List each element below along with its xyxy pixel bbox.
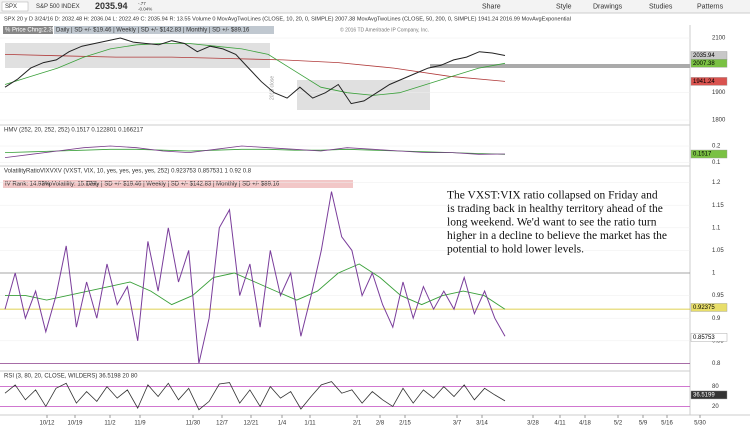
x-tick-label: 3/7 [453, 421, 462, 427]
vertical-note: 2015 close [269, 76, 275, 100]
series-line [4, 43, 506, 96]
toolbar [0, 0, 750, 13]
value-box [690, 59, 728, 68]
toolbar-button[interactable]: Share [482, 3, 501, 10]
y-tick-label: 0.1 [712, 160, 721, 166]
x-tick-label: 12/21 [243, 421, 259, 427]
symbol[interactable]: SPX [5, 4, 17, 10]
value-box-label: 0.85753 [693, 335, 715, 341]
series-line [4, 148, 506, 155]
x-tick-label: 11/30 [186, 421, 201, 427]
y-tick-label: 2100 [712, 36, 726, 42]
toolbar-button[interactable]: Patterns [697, 3, 724, 10]
value-box-label: 36.5199 [693, 393, 715, 399]
change: -.77 [138, 1, 146, 6]
y-tick-label: 0.95 [712, 293, 724, 299]
x-tick-label: 3/14 [476, 421, 488, 427]
y-tick-label: 0.9 [712, 316, 721, 322]
symbol-box[interactable] [1, 1, 29, 12]
x-tick-label: 1/11 [304, 421, 316, 427]
ratio-banner: ImpVolatility: 15.17% [42, 182, 98, 188]
value-box [690, 333, 728, 342]
y-tick-label: 1.15 [712, 203, 724, 209]
change-pct: -0.04% [138, 7, 152, 12]
value-box [690, 390, 728, 400]
y-tick-label: 0.8 [712, 361, 721, 367]
series-line [4, 54, 506, 82]
value-box [690, 149, 728, 159]
rsi-header: RSI (3, 80, 20, CLOSE, WILDERS) 36.5198 … [4, 374, 138, 380]
value-box-label: 0.1517 [693, 152, 712, 158]
price-change: % Price Chng:2.35 [5, 28, 56, 34]
y-tick-label: 1900 [712, 90, 726, 96]
annotation: is trading back in healthy territory ahe… [447, 203, 663, 215]
value-box-label: 0.92375 [693, 305, 715, 311]
y-tick-label: 0.2 [712, 144, 721, 150]
banner [54, 26, 274, 34]
y-tick-label: 20 [712, 404, 719, 410]
value-box-label: 2035.94 [693, 53, 715, 59]
x-tick-label: 4/18 [579, 421, 591, 427]
hmv-header: HMV (252, 20, 252, 252) 0.1517 0.122801 … [4, 128, 144, 134]
value-box [690, 303, 728, 312]
ratio-header: VolatilityRatioVIXVXV (VXST, VIX, 10, ye… [4, 169, 252, 175]
x-tick-label: 12/7 [216, 421, 228, 427]
ratio-banner: Daily | SD +/- $19.46 | Weekly | SD +/- … [86, 182, 280, 188]
x-tick-label: 4/11 [554, 421, 566, 427]
range-band [430, 64, 690, 68]
x-tick-label: 1/4 [278, 421, 287, 427]
x-tick-label: 11/2 [104, 421, 116, 427]
symbol-name: S&P 500 INDEX [36, 4, 80, 10]
toolbar-button[interactable]: Style [556, 3, 572, 10]
annotation: The VXST:VIX ratio collapsed on Friday a… [447, 190, 658, 202]
x-tick-label: 2/15 [399, 421, 411, 427]
series-line [5, 263, 506, 310]
x-tick-label: 5/9 [639, 421, 648, 427]
y-tick-label: 1.05 [712, 248, 724, 254]
x-tick-label: 10/19 [67, 421, 83, 427]
copyright: © 2016 TD Ameritrade IP Company, Inc. [340, 26, 429, 33]
series-line [4, 145, 506, 158]
ratio-banner: IV Rank: 14.93% [5, 182, 51, 188]
badge [3, 26, 53, 34]
toolbar-button[interactable]: Drawings [593, 3, 623, 10]
x-tick-label: 10/12 [39, 421, 55, 427]
x-tick-label: 5/30 [694, 421, 706, 427]
annotation: potential to hold lower levels. [447, 244, 584, 256]
series-line [4, 37, 506, 105]
banner [3, 180, 353, 188]
y-tick-label: 1 [712, 271, 716, 277]
y-tick-label: 1.2 [712, 180, 721, 186]
y-tick-label: 1800 [712, 118, 726, 124]
x-tick-label: 5/16 [661, 421, 673, 427]
value-box [690, 77, 728, 86]
toolbar-button[interactable]: Studies [649, 3, 673, 10]
series-line [4, 381, 506, 411]
value-box-label: 2007.38 [693, 61, 715, 67]
x-tick-label: 5/2 [614, 421, 623, 427]
value-box-label: 1941.24 [693, 79, 715, 85]
series-line [4, 191, 506, 364]
study-header: SPX 20 y D 3/24/16 D: 2032.48 H: 2036.04… [4, 16, 571, 22]
y-tick-label: 1.1 [712, 225, 721, 231]
x-tick-label: 11/9 [134, 421, 146, 427]
annotation: long weekend. We'd want to see the ratio… [447, 217, 657, 229]
x-tick-label: 2/1 [353, 421, 362, 427]
last-price: 2035.94 [95, 1, 128, 11]
annotation: higher in a decline to believe the marke… [447, 230, 667, 242]
x-tick-label: 3/28 [527, 421, 539, 427]
sd-banner: Daily | SD +/- $19.46 | Weekly | SD +/- … [56, 28, 250, 34]
x-tick-label: 2/8 [376, 421, 385, 427]
y-tick-label: 80 [712, 384, 719, 390]
